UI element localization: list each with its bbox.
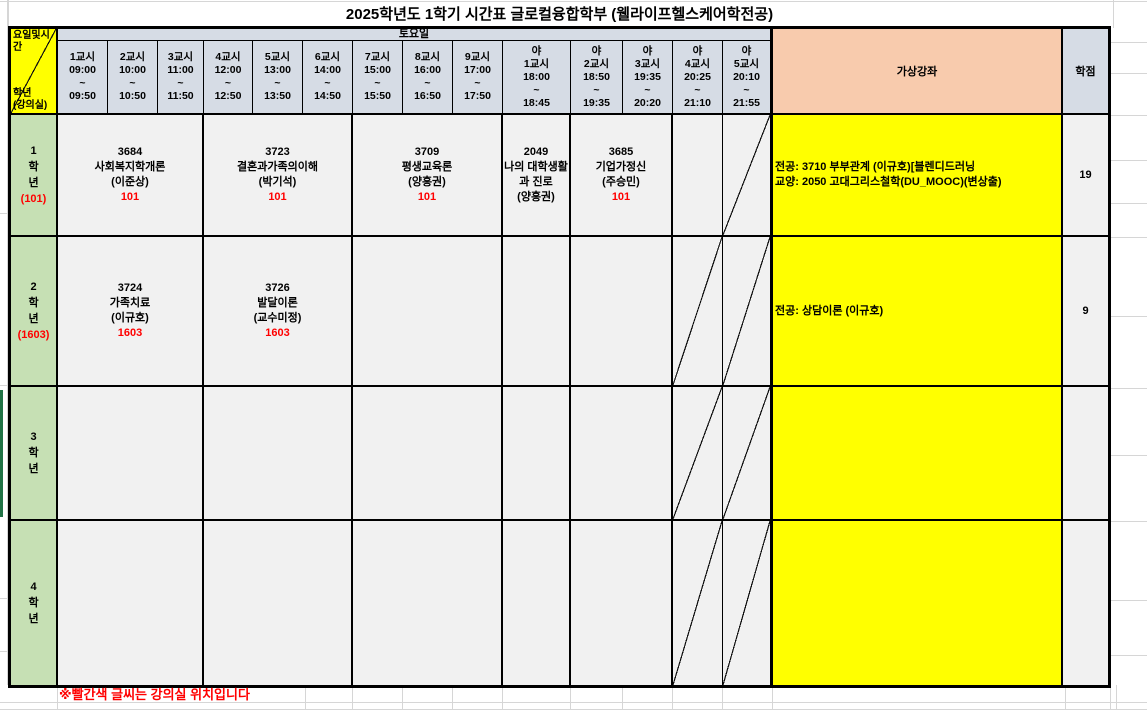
virtual-lecture-header[interactable]: 가상강좌 xyxy=(773,29,1063,115)
empty-cell[interactable] xyxy=(571,521,673,685)
credits-header[interactable]: 학점 xyxy=(1063,29,1108,115)
spreadsheet-gridline xyxy=(1110,685,1111,710)
corner-day-time-label: 요일및시간 xyxy=(13,30,50,53)
period-header-night-3[interactable]: 야 3교시 19:35 ~20:20 xyxy=(623,41,673,115)
empty-cell[interactable] xyxy=(58,521,204,685)
period-header-night-5[interactable]: 야 5교시 20:10 ~21:55 xyxy=(723,41,773,115)
spreadsheet-gridline xyxy=(0,598,8,599)
period-header-5[interactable]: 5교시 13:00 ~13:50 xyxy=(253,41,303,115)
empty-cell[interactable] xyxy=(353,387,503,521)
spreadsheet-gridline xyxy=(1111,237,1147,238)
legend-note[interactable]: ※빨간색 글씨는 강의실 위치입니다 xyxy=(59,687,250,702)
period-header-night-4[interactable]: 야 4교시 20:25 ~21:10 xyxy=(673,41,723,115)
spreadsheet-gridline xyxy=(57,685,58,710)
period-header-7[interactable]: 7교시 15:00 ~15:50 xyxy=(353,41,403,115)
empty-cell[interactable] xyxy=(571,387,673,521)
empty-cell[interactable] xyxy=(571,237,673,387)
spreadsheet-gridline xyxy=(402,685,403,710)
spreadsheet-gridline xyxy=(570,685,571,710)
spreadsheet-gridline xyxy=(1111,316,1147,317)
spreadsheet-gridline xyxy=(0,651,8,652)
credits-cell-4[interactable] xyxy=(1063,521,1108,685)
spreadsheet-gridline xyxy=(1111,388,1147,389)
period-header-night-1[interactable]: 야 1교시 18:00 ~18:45 xyxy=(503,41,571,115)
empty-cell[interactable] xyxy=(503,237,571,387)
corner-cell[interactable]: 요일및시간 학년 (강의실) xyxy=(11,29,58,115)
empty-cell[interactable] xyxy=(58,387,204,521)
empty-cell[interactable] xyxy=(503,387,571,521)
spreadsheet-gridline xyxy=(1111,115,1147,116)
class-cell[interactable]: 3685 기업가정신 (주승민) 101 xyxy=(571,115,673,237)
spreadsheet-gridline xyxy=(1111,455,1147,456)
empty-cell[interactable] xyxy=(353,521,503,685)
grade-cell-1[interactable]: 1 학 년 (101) xyxy=(11,115,58,237)
timetable: 요일및시간 학년 (강의실) 토요일 가상강좌 학점 1교시 09:00 ~09:5… xyxy=(8,26,1111,688)
spreadsheet-gridline xyxy=(0,702,1147,703)
class-cell[interactable]: 3684 사회복지학개론 (이준상) 101 xyxy=(58,115,204,237)
credits-cell-1[interactable]: 19 xyxy=(1063,115,1108,237)
page-title[interactable]: 2025학년도 1학기 시간표 글로컬융합학부 (웰라이프헬스케어학전공) xyxy=(345,6,774,23)
selection-indicator xyxy=(0,390,3,517)
class-cell[interactable]: 2049 나의 대학생활과 진로 (양흥권) xyxy=(503,115,571,237)
blocked-cell[interactable] xyxy=(723,521,773,685)
virtual-lecture-cell-2[interactable]: 전공: 상담이론 (이규호) xyxy=(773,237,1063,387)
class-cell[interactable]: 3723 결혼과가족의이해 (박기석) 101 xyxy=(204,115,353,237)
grade-cell-4[interactable]: 4 학 년 xyxy=(11,521,58,685)
spreadsheet-gridline xyxy=(1111,160,1147,161)
spreadsheet-gridline xyxy=(1111,73,1147,74)
virtual-lecture-cell-3[interactable] xyxy=(773,387,1063,521)
spreadsheet-gridline xyxy=(352,685,353,710)
corner-grade-label: 학년 (강의실) xyxy=(13,88,48,111)
period-header-6[interactable]: 6교시 14:00 ~14:50 xyxy=(303,41,353,115)
spreadsheet-gridline xyxy=(7,0,8,685)
period-header-8[interactable]: 8교시 16:00 ~16:50 xyxy=(403,41,453,115)
period-header-9[interactable]: 9교시 17:00 ~17:50 xyxy=(453,41,503,115)
grade-cell-2[interactable]: 2 학 년 (1603) xyxy=(11,237,58,387)
blocked-cell[interactable] xyxy=(673,237,723,387)
class-cell[interactable]: 3709 평생교육론 (양흥권) 101 xyxy=(353,115,503,237)
day-header-saturday[interactable]: 토요일 xyxy=(58,29,773,41)
blocked-cell[interactable] xyxy=(723,387,773,521)
credits-cell-3[interactable] xyxy=(1063,387,1108,521)
period-header-4[interactable]: 4교시 12:00 ~12:50 xyxy=(204,41,253,115)
spreadsheet-gridline xyxy=(452,685,453,710)
period-header-1[interactable]: 1교시 09:00 ~09:50 xyxy=(58,41,108,115)
spreadsheet-gridline xyxy=(0,385,8,386)
period-header-2[interactable]: 2교시 10:00 ~10:50 xyxy=(108,41,158,115)
virtual-lecture-cell-4[interactable] xyxy=(773,521,1063,685)
blocked-cell[interactable] xyxy=(673,521,723,685)
spreadsheet-gridline xyxy=(0,213,8,214)
spreadsheet-gridline xyxy=(622,685,623,710)
period-header-3[interactable]: 3교시 11:00 ~11:50 xyxy=(158,41,204,115)
spreadsheet-gridline xyxy=(1111,600,1147,601)
spreadsheet-gridline xyxy=(772,685,773,710)
empty-cell[interactable] xyxy=(353,237,503,387)
class-cell[interactable]: 3726 발달이론 (교수미정) 1603 xyxy=(204,237,353,387)
spreadsheet-gridline xyxy=(502,685,503,710)
blocked-cell[interactable] xyxy=(673,387,723,521)
spreadsheet-gridline xyxy=(1116,685,1117,710)
credits-cell-2[interactable]: 9 xyxy=(1063,237,1108,387)
spreadsheet-gridline xyxy=(672,685,673,710)
spreadsheet-gridline xyxy=(1111,521,1147,522)
empty-cell[interactable] xyxy=(503,521,571,685)
spreadsheet-gridline xyxy=(0,1,1147,2)
blocked-cell[interactable] xyxy=(723,237,773,387)
spreadsheet-gridline xyxy=(722,685,723,710)
spreadsheet-gridline xyxy=(1065,685,1066,710)
empty-cell[interactable] xyxy=(204,387,353,521)
spreadsheet-gridline xyxy=(1111,655,1147,656)
class-cell[interactable]: 3724 가족치료 (이규호) 1603 xyxy=(58,237,204,387)
spreadsheet-gridline xyxy=(305,685,306,710)
blocked-cell[interactable] xyxy=(723,115,773,237)
spreadsheet-gridline xyxy=(1111,203,1147,204)
virtual-lecture-cell-1[interactable]: 전공: 3710 부부관계 (이규호)[블렌디드러닝 교양: 2050 고대그리… xyxy=(773,115,1063,237)
period-header-night-2[interactable]: 야 2교시 18:50 ~19:35 xyxy=(571,41,623,115)
empty-cell[interactable] xyxy=(673,115,723,237)
grade-cell-3[interactable]: 3 학 년 xyxy=(11,387,58,521)
spreadsheet-gridline xyxy=(1111,42,1147,43)
spreadsheet-gridline xyxy=(8,0,9,26)
empty-cell[interactable] xyxy=(204,521,353,685)
spreadsheet-gridline xyxy=(1113,0,1114,28)
